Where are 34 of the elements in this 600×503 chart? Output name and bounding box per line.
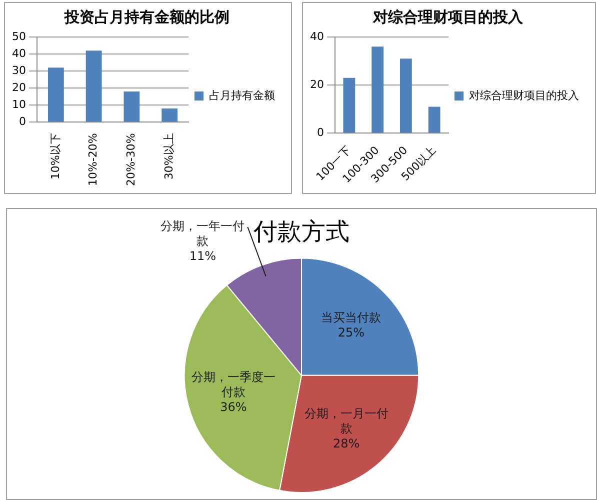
data-label: 25%	[338, 325, 365, 340]
bar	[400, 58, 412, 133]
chart-title: 投资占月持有金额的比例	[64, 8, 230, 26]
x-tick-label: 10%-20%	[86, 133, 100, 186]
bar	[343, 78, 356, 133]
bar	[86, 50, 102, 122]
x-tick-label: 20%-30%	[124, 133, 138, 186]
bar	[428, 106, 440, 133]
data-label: 28%	[332, 436, 360, 451]
y-tick-label: 20	[310, 78, 324, 91]
legend-label: 占月持有金额	[209, 88, 275, 102]
legend-label: 对综合理财项目的投入	[469, 88, 579, 102]
y-tick-label: 0	[316, 126, 324, 140]
bar	[372, 46, 384, 133]
bar	[162, 108, 178, 122]
chart-title: 付款方式	[252, 218, 350, 246]
data-label: 11%	[189, 249, 216, 264]
y-tick-label: 50	[12, 30, 26, 43]
y-tick-label: 20	[12, 80, 26, 94]
chart-title: 对综合理财项目的投入	[372, 8, 524, 26]
x-tick-label: 30%以上	[162, 133, 176, 180]
y-tick-label: 40	[310, 30, 324, 43]
x-tick-label: 10%以下	[48, 133, 62, 180]
y-tick-label: 0	[18, 114, 26, 128]
bar	[48, 68, 64, 122]
slice-label: 当买当付款	[321, 310, 382, 324]
bar	[124, 91, 140, 122]
data-label: 36%	[220, 400, 247, 414]
slice-label: 分期，一季度一付款	[191, 370, 276, 399]
y-tick-label: 10	[12, 98, 26, 111]
y-tick-label: 40	[12, 46, 26, 60]
slice-label: 分期，一年一付款	[160, 219, 245, 248]
slice-label: 分期，一月一付款	[304, 406, 388, 436]
y-tick-label: 30	[12, 64, 26, 77]
